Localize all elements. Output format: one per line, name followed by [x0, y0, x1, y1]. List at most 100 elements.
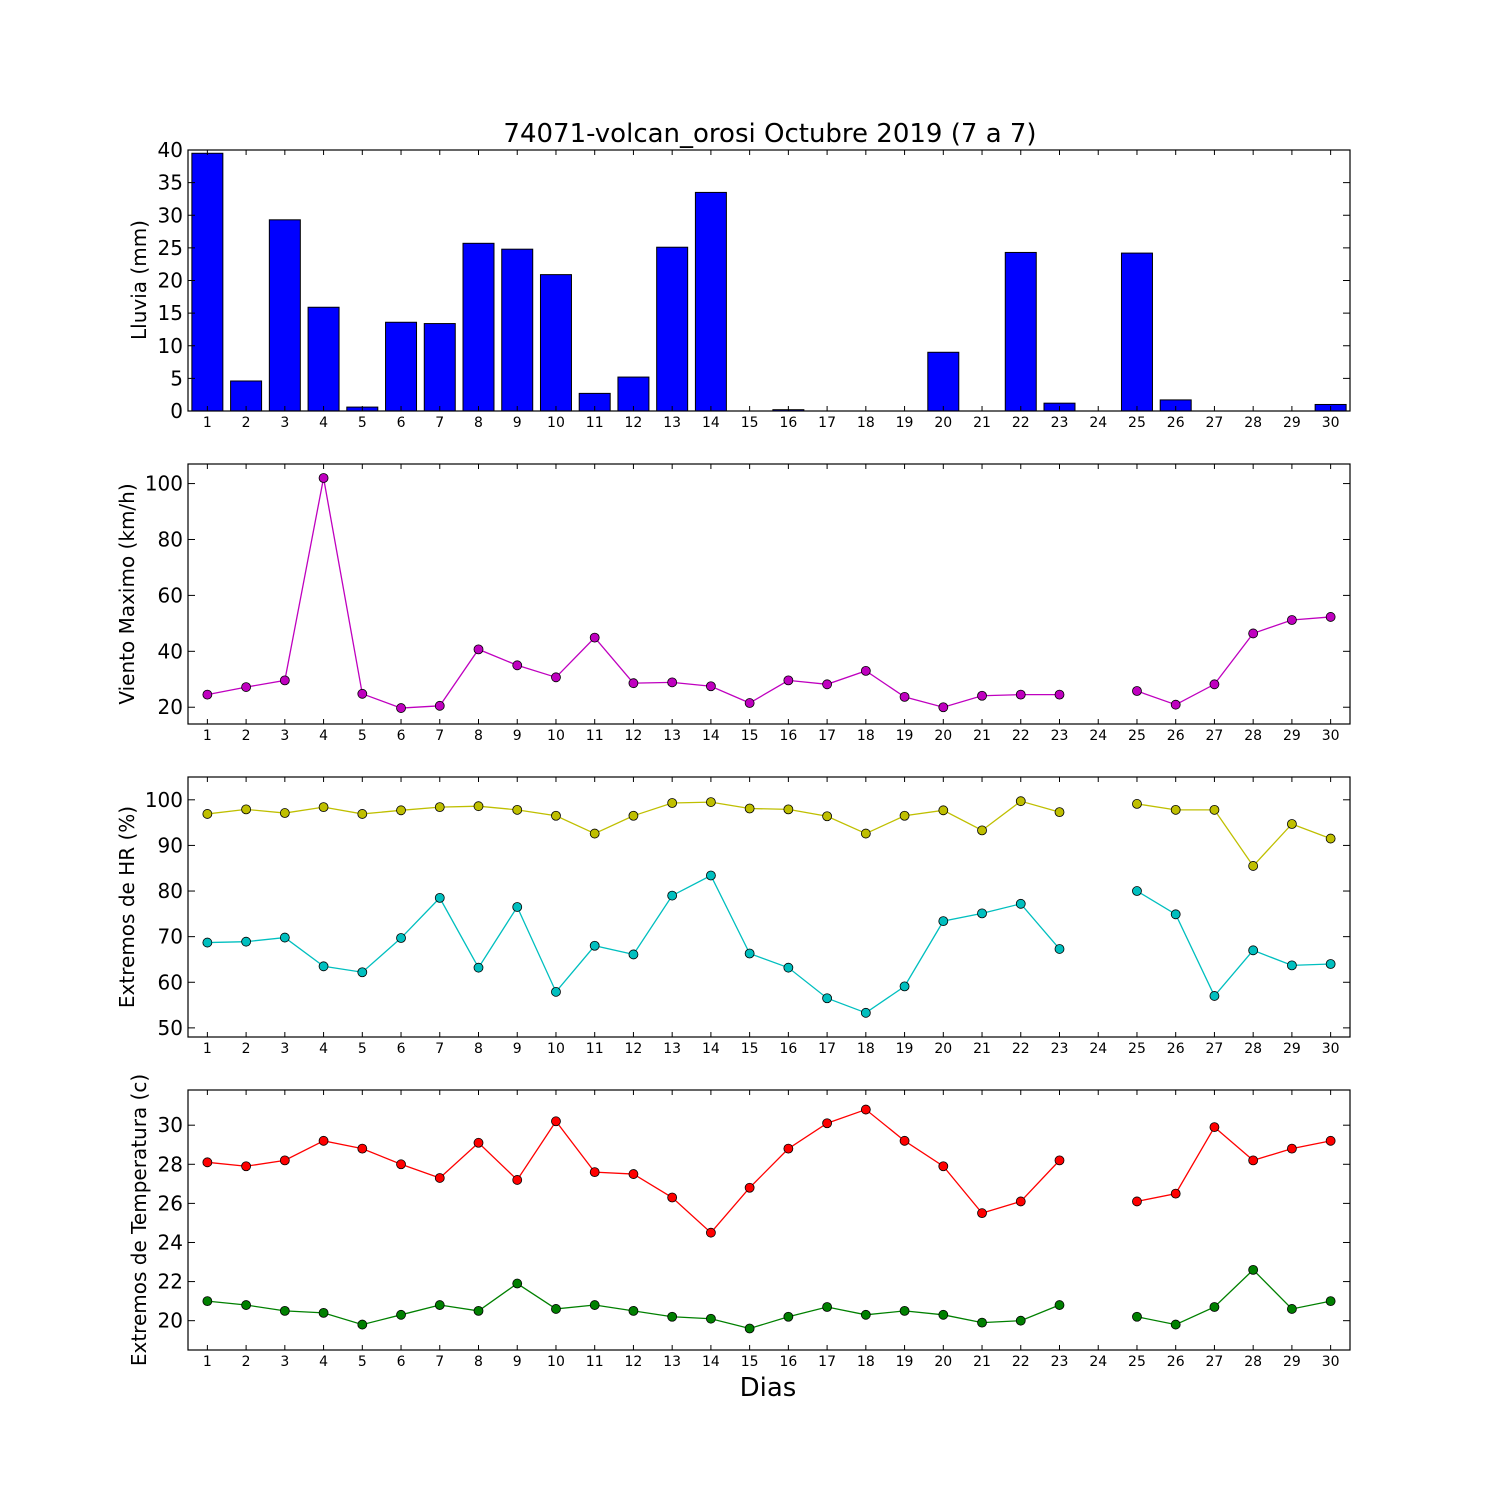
- xtick-label: 15: [741, 415, 759, 431]
- series-line: [1136, 890, 1331, 998]
- xtick-label: 2: [242, 1354, 251, 1370]
- data-point: [241, 1300, 252, 1310]
- data-point: [1054, 807, 1065, 818]
- xtick-label: 23: [1051, 1354, 1069, 1370]
- data-point: [318, 961, 329, 972]
- bar: [423, 323, 456, 412]
- ytick-label: 15: [158, 301, 183, 325]
- ytick-label: 60: [158, 970, 183, 994]
- xtick-label: 6: [397, 1041, 406, 1057]
- data-point: [1132, 1196, 1142, 1207]
- bar: [927, 351, 960, 412]
- data-point: [899, 810, 910, 821]
- xtick-label: 15: [741, 728, 759, 744]
- data-point: [318, 1307, 329, 1318]
- data-point: [357, 809, 368, 819]
- data-point: [241, 682, 252, 692]
- data-point: [1325, 1135, 1336, 1146]
- xtick-label: 19: [896, 1041, 914, 1057]
- xtick-label: 13: [663, 1041, 681, 1057]
- xtick-label: 19: [896, 728, 914, 744]
- data-point: [1170, 1319, 1181, 1330]
- ytick-label: 70: [158, 925, 183, 949]
- data-point: [938, 1161, 949, 1172]
- data-point: [1170, 909, 1181, 920]
- data-point: [1209, 991, 1220, 1001]
- xtick-label: 29: [1283, 1354, 1301, 1370]
- data-point: [1287, 819, 1297, 829]
- ytick-label: 30: [158, 203, 183, 227]
- xtick-label: 17: [818, 1354, 836, 1370]
- data-point: [396, 1309, 406, 1320]
- data-point: [977, 1208, 987, 1219]
- xtick-label: 11: [586, 728, 604, 744]
- xtick-label: 21: [973, 1041, 991, 1057]
- xtick-label: 14: [702, 728, 720, 744]
- bar: [230, 380, 263, 412]
- xtick-label: 28: [1244, 1354, 1262, 1370]
- ytick-label: 24: [158, 1230, 183, 1254]
- ytick-label: 60: [158, 583, 183, 607]
- xtick-label: 25: [1128, 1041, 1146, 1057]
- xtick-label: 3: [280, 728, 289, 744]
- xtick-label: 18: [857, 1041, 875, 1057]
- xtick-label: 12: [625, 415, 643, 431]
- ytick-label: 26: [158, 1191, 183, 1215]
- xtick-label: 20: [934, 415, 952, 431]
- data-point: [396, 1159, 406, 1170]
- data-point: [318, 473, 329, 483]
- xtick-label: 28: [1244, 728, 1262, 744]
- xtick-label: 12: [625, 1354, 643, 1370]
- data-point: [744, 1182, 755, 1193]
- xtick-label: 30: [1322, 1041, 1340, 1057]
- xtick-label: 7: [435, 1041, 444, 1057]
- data-point: [589, 632, 600, 643]
- xtick-label: 11: [586, 1354, 604, 1370]
- data-point: [1015, 898, 1026, 909]
- data-point: [279, 675, 290, 686]
- data-point: [706, 681, 716, 692]
- data-point: [860, 828, 871, 839]
- data-point: [860, 1104, 871, 1115]
- ytick-label: 20: [158, 695, 183, 719]
- xtick-label: 2: [242, 1041, 251, 1057]
- data-point: [551, 672, 561, 683]
- xtick-label: 21: [973, 415, 991, 431]
- data-point: [706, 1227, 716, 1238]
- xtick-label: 23: [1051, 415, 1069, 431]
- xtick-label: 5: [358, 415, 367, 431]
- ylabel-rain: Lluvia (mm): [127, 220, 151, 340]
- data-point: [822, 993, 832, 1004]
- xtick-label: 24: [1089, 415, 1107, 431]
- xtick-label: 17: [818, 1041, 836, 1057]
- rain-bars: [191, 152, 1347, 412]
- data-point: [1015, 1196, 1026, 1207]
- ytick-label: 0: [170, 399, 183, 423]
- data-point: [512, 1175, 523, 1185]
- data-point: [938, 702, 949, 713]
- xtick-label: 13: [663, 415, 681, 431]
- xtick-label: 8: [474, 1041, 483, 1057]
- data-point: [783, 804, 794, 815]
- ytick-label: 50: [158, 1016, 183, 1040]
- ytick-label: 40: [158, 138, 183, 162]
- data-point: [357, 688, 368, 699]
- data-point: [667, 890, 678, 901]
- xtick-label: 15: [741, 1041, 759, 1057]
- data-point: [1209, 1302, 1220, 1312]
- data-point: [551, 1304, 561, 1314]
- data-point: [667, 1311, 678, 1322]
- ytick-label: 35: [158, 171, 183, 195]
- xtick-label: 26: [1167, 728, 1185, 744]
- xtick-label: 18: [857, 415, 875, 431]
- ytick-label: 20: [158, 269, 183, 293]
- bar: [501, 248, 534, 412]
- xtick-label: 1: [203, 1041, 212, 1057]
- data-point: [628, 810, 639, 821]
- data-point: [1132, 686, 1142, 696]
